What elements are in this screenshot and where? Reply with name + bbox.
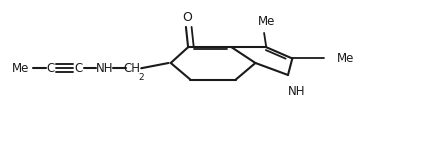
Text: NH: NH <box>96 62 113 75</box>
Text: C: C <box>46 62 55 75</box>
Text: CH: CH <box>123 62 140 75</box>
Text: Me: Me <box>12 62 30 75</box>
Text: Me: Me <box>257 15 275 28</box>
Text: Me: Me <box>336 52 354 65</box>
Text: 2: 2 <box>139 73 144 82</box>
Text: C: C <box>75 62 83 75</box>
Text: NH: NH <box>288 85 305 98</box>
Text: O: O <box>182 11 192 24</box>
